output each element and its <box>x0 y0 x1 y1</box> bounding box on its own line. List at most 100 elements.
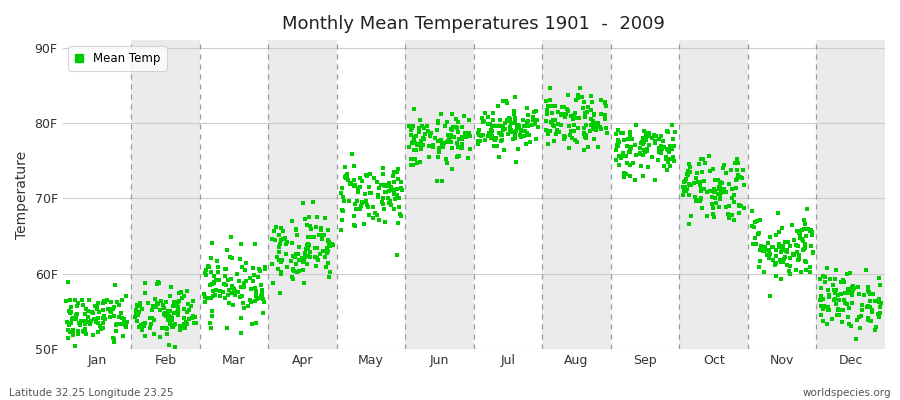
Point <box>640 146 654 152</box>
Point <box>105 334 120 341</box>
Point <box>115 332 130 339</box>
Point <box>590 144 605 150</box>
Point <box>717 162 732 168</box>
Point <box>539 127 554 133</box>
Point <box>639 137 653 144</box>
Point <box>151 300 166 307</box>
Point <box>544 103 558 109</box>
Point <box>790 257 805 264</box>
Point <box>96 325 111 331</box>
Point <box>216 289 230 295</box>
Point <box>512 123 526 130</box>
Point <box>360 202 374 208</box>
Point <box>611 136 625 143</box>
Point <box>623 144 637 150</box>
Point <box>634 139 649 146</box>
Point <box>89 305 104 312</box>
Point <box>608 157 623 164</box>
Point <box>103 307 117 313</box>
Point <box>63 320 77 326</box>
Point <box>163 292 177 299</box>
Point <box>436 140 451 146</box>
Point <box>484 128 499 134</box>
Point <box>483 135 498 142</box>
Point <box>639 134 653 141</box>
Point <box>627 177 642 184</box>
Point <box>351 186 365 192</box>
Point <box>335 184 349 191</box>
Point <box>471 138 485 145</box>
Point <box>308 254 322 260</box>
Point <box>544 110 559 116</box>
Point <box>255 288 269 295</box>
Point <box>163 321 177 327</box>
Point <box>206 293 220 299</box>
Point <box>128 314 142 320</box>
Point <box>485 133 500 139</box>
Point <box>525 122 539 128</box>
Point <box>204 312 219 319</box>
Point <box>549 131 563 137</box>
Point <box>476 131 491 138</box>
Point <box>300 222 314 228</box>
Point <box>375 182 390 188</box>
Point <box>120 318 134 325</box>
Point <box>828 295 842 302</box>
Point <box>104 305 118 312</box>
Point <box>242 275 256 282</box>
Point <box>771 244 786 250</box>
Point <box>415 142 429 148</box>
Point <box>623 144 637 150</box>
Point <box>225 254 239 261</box>
Point <box>205 280 220 287</box>
Point <box>392 204 406 210</box>
Point <box>688 194 702 200</box>
Point <box>176 315 191 322</box>
Point <box>473 133 488 139</box>
Point <box>113 310 128 316</box>
Point <box>458 130 473 136</box>
Point <box>444 126 458 132</box>
Point <box>504 126 518 133</box>
Point <box>402 123 417 130</box>
Point <box>569 97 583 103</box>
Point <box>454 145 468 151</box>
Point <box>744 223 759 229</box>
Point <box>167 321 182 327</box>
Point <box>142 324 157 331</box>
Point <box>796 245 811 252</box>
Point <box>747 223 761 230</box>
Point <box>794 269 808 276</box>
Point <box>762 251 777 257</box>
Point <box>849 336 863 343</box>
Point <box>682 192 697 198</box>
Point <box>796 236 810 242</box>
Point <box>410 141 424 148</box>
Point <box>707 188 722 194</box>
Point <box>872 314 886 321</box>
Point <box>272 244 286 250</box>
Point <box>862 298 877 304</box>
Point <box>711 190 725 197</box>
Point <box>96 313 111 319</box>
Point <box>131 324 146 330</box>
Point <box>486 110 500 116</box>
Point <box>579 134 593 140</box>
Point <box>620 143 634 149</box>
Point <box>868 298 882 304</box>
Point <box>729 156 743 162</box>
Point <box>273 290 287 296</box>
Point <box>707 195 722 202</box>
Point <box>713 196 727 202</box>
Point <box>702 153 716 160</box>
Point <box>112 314 127 320</box>
Point <box>162 342 176 348</box>
Point <box>237 284 251 290</box>
Point <box>410 141 424 148</box>
Point <box>705 201 719 208</box>
Point <box>691 161 706 168</box>
Point <box>648 132 662 139</box>
Point <box>599 125 614 131</box>
Point <box>572 114 586 121</box>
Point <box>611 143 625 149</box>
